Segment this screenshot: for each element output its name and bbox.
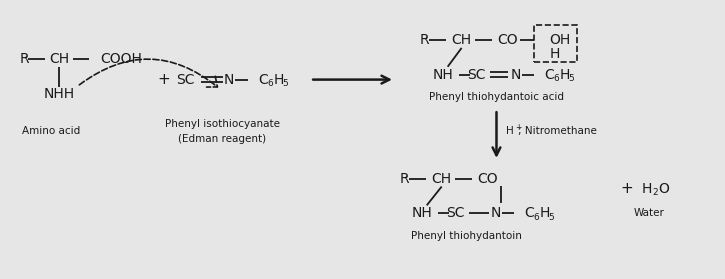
Text: SC: SC [447,206,465,220]
Text: H: H [550,47,560,61]
Text: 5: 5 [282,79,288,88]
FancyArrowPatch shape [79,59,218,87]
Text: CH: CH [49,52,69,66]
Text: SC: SC [176,73,195,86]
Text: ; Nitromethane: ; Nitromethane [518,126,597,136]
Text: CO: CO [477,172,498,186]
Text: Phenyl thiohydantoic acid: Phenyl thiohydantoic acid [429,92,564,102]
Text: (Edman reagent): (Edman reagent) [178,134,267,144]
Text: 6: 6 [553,74,559,83]
Text: 6: 6 [534,213,539,222]
Bar [534,25,577,62]
Text: NHH: NHH [44,87,75,102]
Text: +: + [157,72,170,87]
Text: NH: NH [432,68,453,82]
Text: 6: 6 [268,79,273,88]
Text: N: N [510,68,521,82]
Text: +: + [621,181,634,196]
Text: Phenyl thiohydantoin: Phenyl thiohydantoin [411,231,522,241]
Text: Phenyl isothiocyanate: Phenyl isothiocyanate [165,119,280,129]
Text: R: R [20,52,29,66]
Text: CO: CO [497,33,518,47]
Text: O: O [658,182,668,196]
Text: R: R [420,33,429,47]
Text: H: H [507,126,514,136]
Text: SC: SC [468,68,486,82]
Text: R: R [400,172,410,186]
Text: C: C [258,73,268,86]
Text: NH: NH [411,206,432,220]
Text: H: H [559,68,570,82]
Text: H: H [642,182,652,196]
Text: COOH: COOH [100,52,142,66]
Text: Amino acid: Amino acid [22,126,80,136]
Text: CH: CH [431,172,452,186]
Text: +: + [515,123,522,132]
Text: N: N [490,206,501,220]
Text: H: H [273,73,283,86]
Text: 2: 2 [652,188,658,197]
Text: 5: 5 [548,213,554,222]
Text: CH: CH [452,33,472,47]
Text: H: H [539,206,550,220]
Text: C: C [544,68,554,82]
Text: N: N [223,73,233,86]
Text: C: C [524,206,534,220]
Text: Water: Water [634,208,664,218]
Text: 5: 5 [568,74,574,83]
Text: OH: OH [550,33,571,47]
